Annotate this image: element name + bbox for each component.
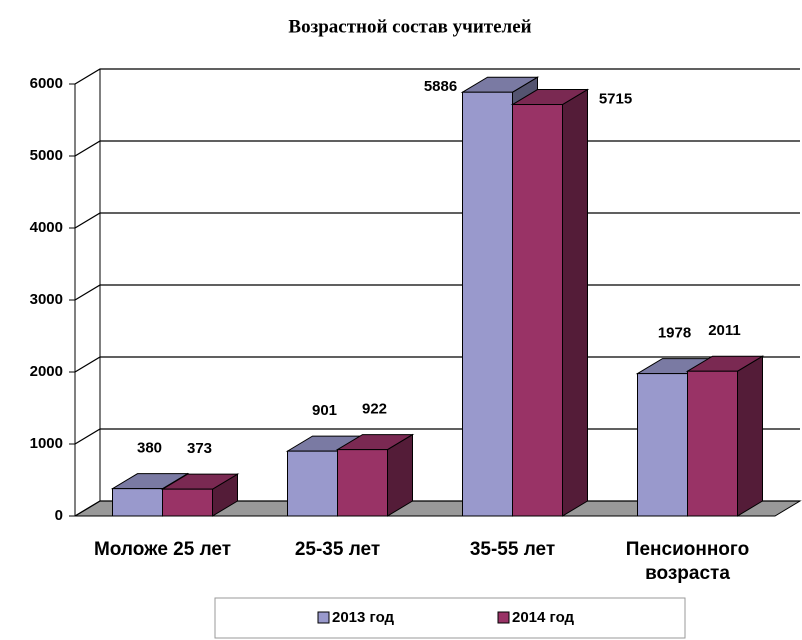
legend-swatch [317,611,330,624]
data-label: 2011 [708,322,741,339]
x-tick-label-box: Моложе 25 лет [93,539,232,560]
x-tick-label-box: 35-55 лет [469,539,556,560]
bar [162,488,213,517]
bar [637,373,688,517]
data-label: 380 [137,440,162,457]
bar [687,370,738,517]
grid-line [74,284,800,301]
legend-label: 2014 год [512,609,575,626]
y-tick-label: 0 [55,507,63,524]
grid-line [74,140,800,157]
data-label: 5715 [599,90,632,107]
data-label: 901 [312,402,337,419]
data-label: 922 [362,401,387,418]
y-tick-label: 5000 [30,147,63,164]
y-tick-label: 6000 [30,75,63,92]
x-tick-label: Пенсионного возраста [625,539,750,584]
grid-line [74,68,800,85]
data-label: 5886 [424,78,457,95]
data-label: 1978 [658,325,691,342]
bar-side [562,88,588,517]
y-tick-label: 2000 [30,363,63,380]
legend-label: 2013 год [332,609,395,626]
x-tick-label: 25-35 лет [294,539,381,560]
y-tick-label: 4000 [30,219,63,236]
x-tick-label-box: Пенсионного возраста [625,539,750,584]
bar [112,488,163,517]
y-tick-label: 1000 [30,435,63,452]
x-tick-label: 35-55 лет [469,539,556,560]
bar [287,450,338,517]
bar [512,104,563,517]
bar [462,91,513,517]
bar-side [737,355,763,517]
y-tick-label: 3000 [30,291,63,308]
data-label: 373 [187,440,212,457]
x-tick-label-box: 25-35 лет [294,539,381,560]
legend-box [214,597,686,639]
bar [337,449,388,517]
x-tick-label: Моложе 25 лет [93,539,232,560]
legend-swatch [497,611,510,624]
grid-line [74,212,800,229]
chart-title: Возрастной состав учителей [288,16,531,37]
